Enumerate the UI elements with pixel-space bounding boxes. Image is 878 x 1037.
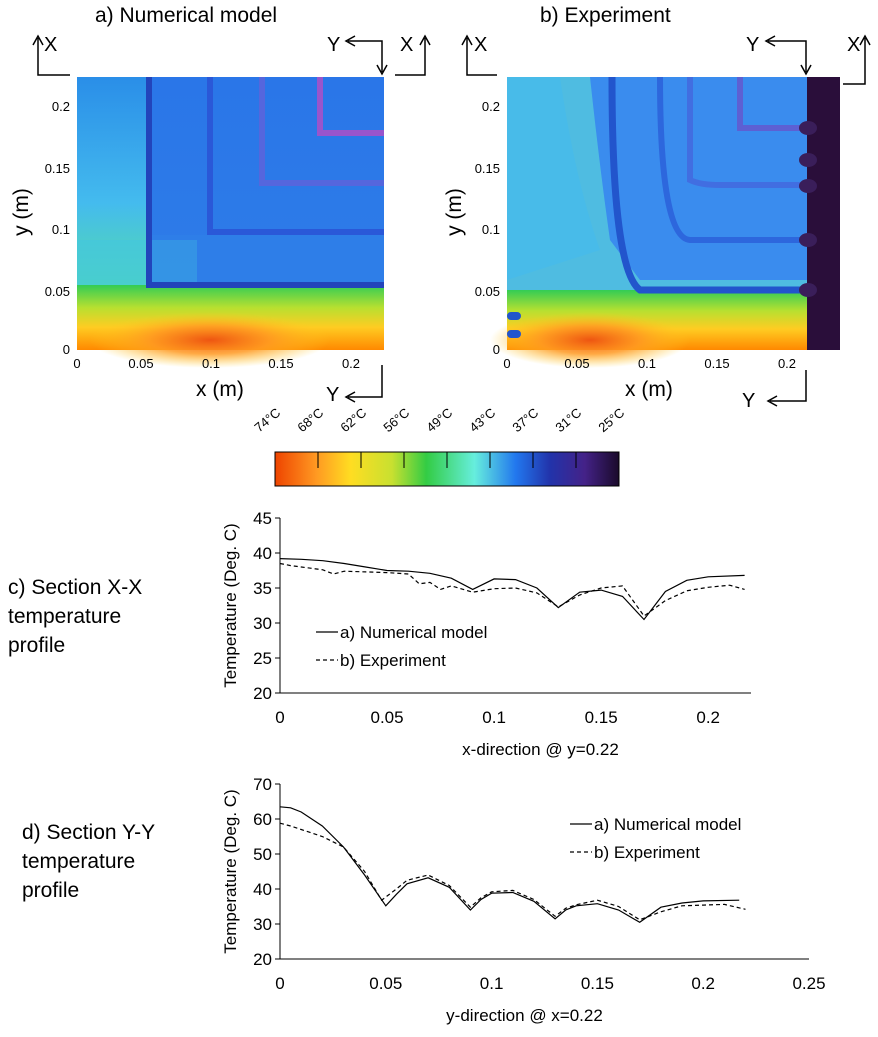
panel-b-title: b) Experiment: [540, 4, 671, 27]
x-tick-label: 0.2: [696, 708, 720, 727]
legend-label: a) Numerical model: [340, 623, 487, 642]
svg-text:0: 0: [73, 356, 80, 371]
legend-label: b) Experiment: [340, 651, 446, 670]
panel-a-ylabel: y (m): [10, 188, 33, 236]
panel-b-ylabel: y (m): [443, 188, 466, 236]
x-tick-label: 0.05: [370, 708, 403, 727]
x-tick-label: 0.25: [792, 974, 825, 993]
svg-text:0.1: 0.1: [202, 356, 220, 371]
y-tick-label: 60: [253, 810, 272, 829]
y-tick-label: 20: [253, 950, 272, 969]
panel-b-x-left-letter: X: [474, 34, 488, 56]
colorbar: [274, 451, 620, 487]
x-axis-label: x-direction @ y=0.22: [462, 740, 619, 759]
section-arrows: [32, 34, 871, 407]
svg-text:0.05: 0.05: [564, 356, 589, 371]
svg-text:0: 0: [493, 342, 500, 357]
panel-b-x-right-letter: X: [847, 34, 861, 56]
axes: 20 25 30 35 40 45 0 0.05 0.1 0.15 0.2: [253, 509, 751, 727]
panel-b-contour: [490, 76, 840, 368]
panel-a-x-right-letter: X: [400, 34, 414, 56]
series-line-experiment: [279, 822, 746, 921]
x-tick-label: 0: [275, 974, 284, 993]
svg-text:0.15: 0.15: [268, 356, 293, 371]
y-tick-label: 40: [253, 880, 272, 899]
svg-text:0.1: 0.1: [638, 356, 656, 371]
chart-section-yy: 20 30 40 50 60 70 0 0.05 0.1 0.15 0.2 0.25 y-directi…: [221, 775, 826, 1025]
svg-text:0.15: 0.15: [45, 161, 70, 176]
svg-text:0.1: 0.1: [52, 222, 70, 237]
panel-a-xlabel: x (m): [196, 378, 244, 401]
svg-text:0.1: 0.1: [482, 222, 500, 237]
y-tick-label: 30: [253, 614, 272, 633]
legend: a) Numerical model b) Experiment: [570, 815, 741, 862]
svg-text:0.2: 0.2: [342, 356, 360, 371]
series-line-experiment: [279, 562, 745, 617]
panel-b-y-bottom-letter: Y: [742, 390, 756, 412]
y-tick-label: 45: [253, 509, 272, 528]
svg-text:0.05: 0.05: [128, 356, 153, 371]
y-tick-label: 50: [253, 845, 272, 864]
y-tick-label: 30: [253, 915, 272, 934]
x-tick-label: 0.1: [482, 708, 506, 727]
panel-a-ticks: 0 0.05 0.1 0.15 0.2 0 0.05 0.1 0.15 0.2: [45, 99, 360, 371]
contour-maps: 0 0.05 0.1 0.15 0.2 0 0.05 0.1 0.15 0.2 …: [32, 34, 871, 487]
y-tick-label: 25: [253, 649, 272, 668]
x-tick-label: 0: [275, 708, 284, 727]
panel-a-contour: [77, 77, 384, 368]
x-tick-label: 0.05: [369, 974, 402, 993]
chart-section-xx: 20 25 30 35 40 45 0 0.05 0.1 0.15 0.2 x-direction @…: [221, 509, 751, 759]
x-axis-label: y-direction @ x=0.22: [446, 1006, 603, 1025]
svg-text:0.15: 0.15: [475, 161, 500, 176]
svg-text:0.2: 0.2: [778, 356, 796, 371]
y-tick-label: 20: [253, 684, 272, 703]
x-tick-label: 0.1: [480, 974, 504, 993]
panel-b-ticks: 0 0.05 0.1 0.15 0.2 0 0.05 0.1 0.15 0.2: [475, 99, 796, 371]
section-c-caption: c) Section X-X temperature profile: [8, 576, 143, 657]
x-tick-label: 0.15: [585, 708, 618, 727]
panel-b-y-top-letter: Y: [746, 34, 760, 56]
panel-b-xlabel: x (m): [625, 378, 673, 401]
x-tick-label: 0.15: [581, 974, 614, 993]
svg-text:0.2: 0.2: [482, 99, 500, 114]
panel-a-title: a) Numerical model: [95, 4, 278, 27]
series-line-numerical-model: [279, 558, 745, 621]
svg-text:0: 0: [63, 342, 70, 357]
panel-a-y-bottom-letter: Y: [326, 384, 340, 406]
panel-a-x-left-letter: X: [44, 34, 58, 56]
axes: 20 30 40 50 60 70 0 0.05 0.1 0.15 0.2 0.25: [253, 775, 825, 993]
panel-a-y-top-letter: Y: [327, 34, 341, 56]
svg-text:0.05: 0.05: [45, 284, 70, 299]
legend-label: a) Numerical model: [594, 815, 741, 834]
y-tick-label: 35: [253, 579, 272, 598]
y-tick-label: 70: [253, 775, 272, 794]
x-tick-label: 0.2: [691, 974, 715, 993]
y-axis-label: Temperature (Deg. C): [221, 523, 240, 687]
y-axis-label: Temperature (Deg. C): [221, 789, 240, 953]
legend: a) Numerical model b) Experiment: [316, 623, 487, 670]
svg-text:0.15: 0.15: [704, 356, 729, 371]
svg-text:0.2: 0.2: [52, 99, 70, 114]
svg-text:0: 0: [503, 356, 510, 371]
legend-label: b) Experiment: [594, 843, 700, 862]
svg-text:0.05: 0.05: [475, 284, 500, 299]
y-tick-label: 40: [253, 544, 272, 563]
section-d-caption: d) Section Y-Y temperature profile: [22, 821, 156, 902]
